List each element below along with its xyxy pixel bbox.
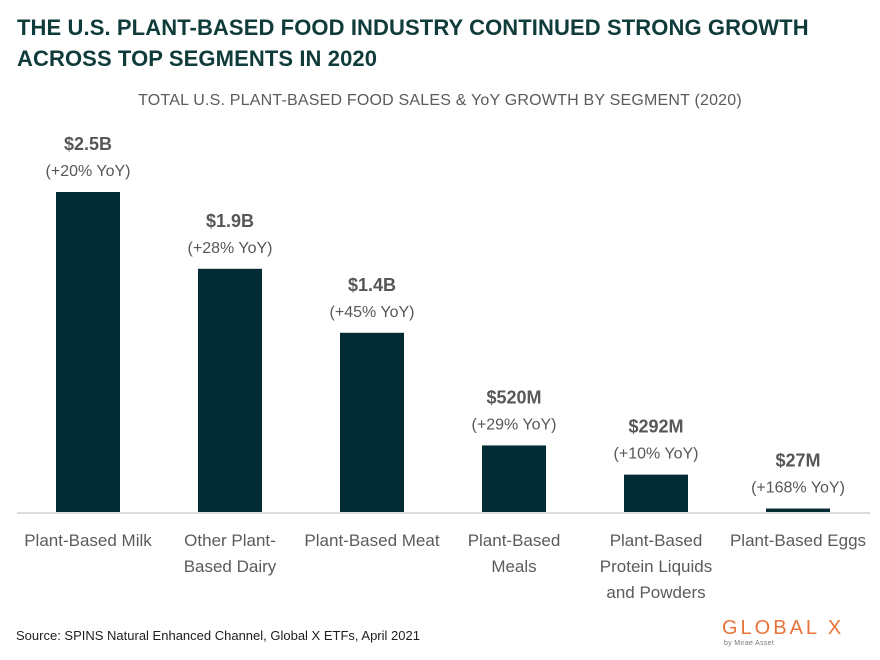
bar-3 — [340, 332, 404, 512]
title-line-1: THE U.S. PLANT-BASED FOOD INDUSTRY CONTI… — [17, 15, 809, 40]
yoy-label-4: (+29% YoY) — [472, 416, 557, 433]
bar-2 — [198, 268, 262, 512]
bar-4 — [482, 445, 546, 512]
value-label-4: $520M — [486, 387, 541, 407]
yoy-label-3: (+45% YoY) — [330, 304, 415, 321]
page-title: THE U.S. PLANT-BASED FOOD INDUSTRY CONTI… — [17, 12, 867, 74]
value-label-6: $27M — [775, 451, 820, 471]
bar-6 — [766, 508, 830, 512]
yoy-label-5: (+10% YoY) — [614, 446, 699, 463]
category-label-4-line-2: Meals — [491, 557, 536, 576]
value-label-3: $1.4B — [348, 275, 396, 295]
category-label-2: Other Plant- Based Dairy — [184, 531, 277, 576]
category-label-4-line-1: Plant-Based — [468, 531, 561, 550]
category-label-1: Plant-Based Milk — [24, 531, 152, 550]
logo-text: GLOBAL X — [722, 617, 845, 639]
yoy-label-2: (+28% YoY) — [188, 240, 273, 257]
value-label-2: $1.9B — [206, 211, 254, 231]
category-label-1-line-1: Plant-Based Milk — [24, 531, 152, 550]
category-label-5-line-1: Plant-Based — [610, 531, 703, 550]
category-label-5-line-2: Protein Liquids — [600, 557, 712, 576]
title-line-2: ACROSS TOP SEGMENTS IN 2020 — [17, 46, 378, 71]
global-x-logo: GLOBAL X by Mirae Asset — [722, 617, 862, 653]
bar-chart: $2.5B (+20% YoY) Plant-Based Milk $1.9B (+28… — [17, 134, 870, 602]
yoy-label-1: (+20% YoY) — [46, 163, 131, 180]
category-label-3-line-1: Plant-Based Meat — [304, 531, 439, 550]
bar-1 — [56, 192, 120, 512]
category-label-5-line-3: and Powders — [606, 583, 705, 602]
category-label-5: Plant-Based Protein Liquids and Powders — [600, 531, 712, 602]
chart-title: TOTAL U.S. PLANT-BASED FOOD SALES & YoY … — [138, 92, 742, 109]
bars-layer — [56, 192, 830, 512]
category-label-6-line-1: Plant-Based Eggs — [730, 531, 866, 550]
category-label-4: Plant-Based Meals — [468, 531, 561, 576]
source-note: Source: SPINS Natural Enhanced Channel, … — [16, 628, 420, 643]
value-label-5: $292M — [628, 417, 683, 437]
bar-5 — [624, 474, 688, 512]
value-label-1: $2.5B — [64, 134, 112, 154]
category-label-3: Plant-Based Meat — [304, 531, 439, 550]
category-label-2-line-1: Other Plant- — [184, 531, 276, 550]
yoy-label-6: (+168% YoY) — [751, 480, 845, 497]
logo-subtext: by Mirae Asset — [724, 640, 775, 647]
category-label-6: Plant-Based Eggs — [730, 531, 866, 550]
labels-layer: $2.5B (+20% YoY) Plant-Based Milk $1.9B (+28… — [24, 134, 866, 602]
category-label-2-line-2: Based Dairy — [184, 557, 277, 576]
